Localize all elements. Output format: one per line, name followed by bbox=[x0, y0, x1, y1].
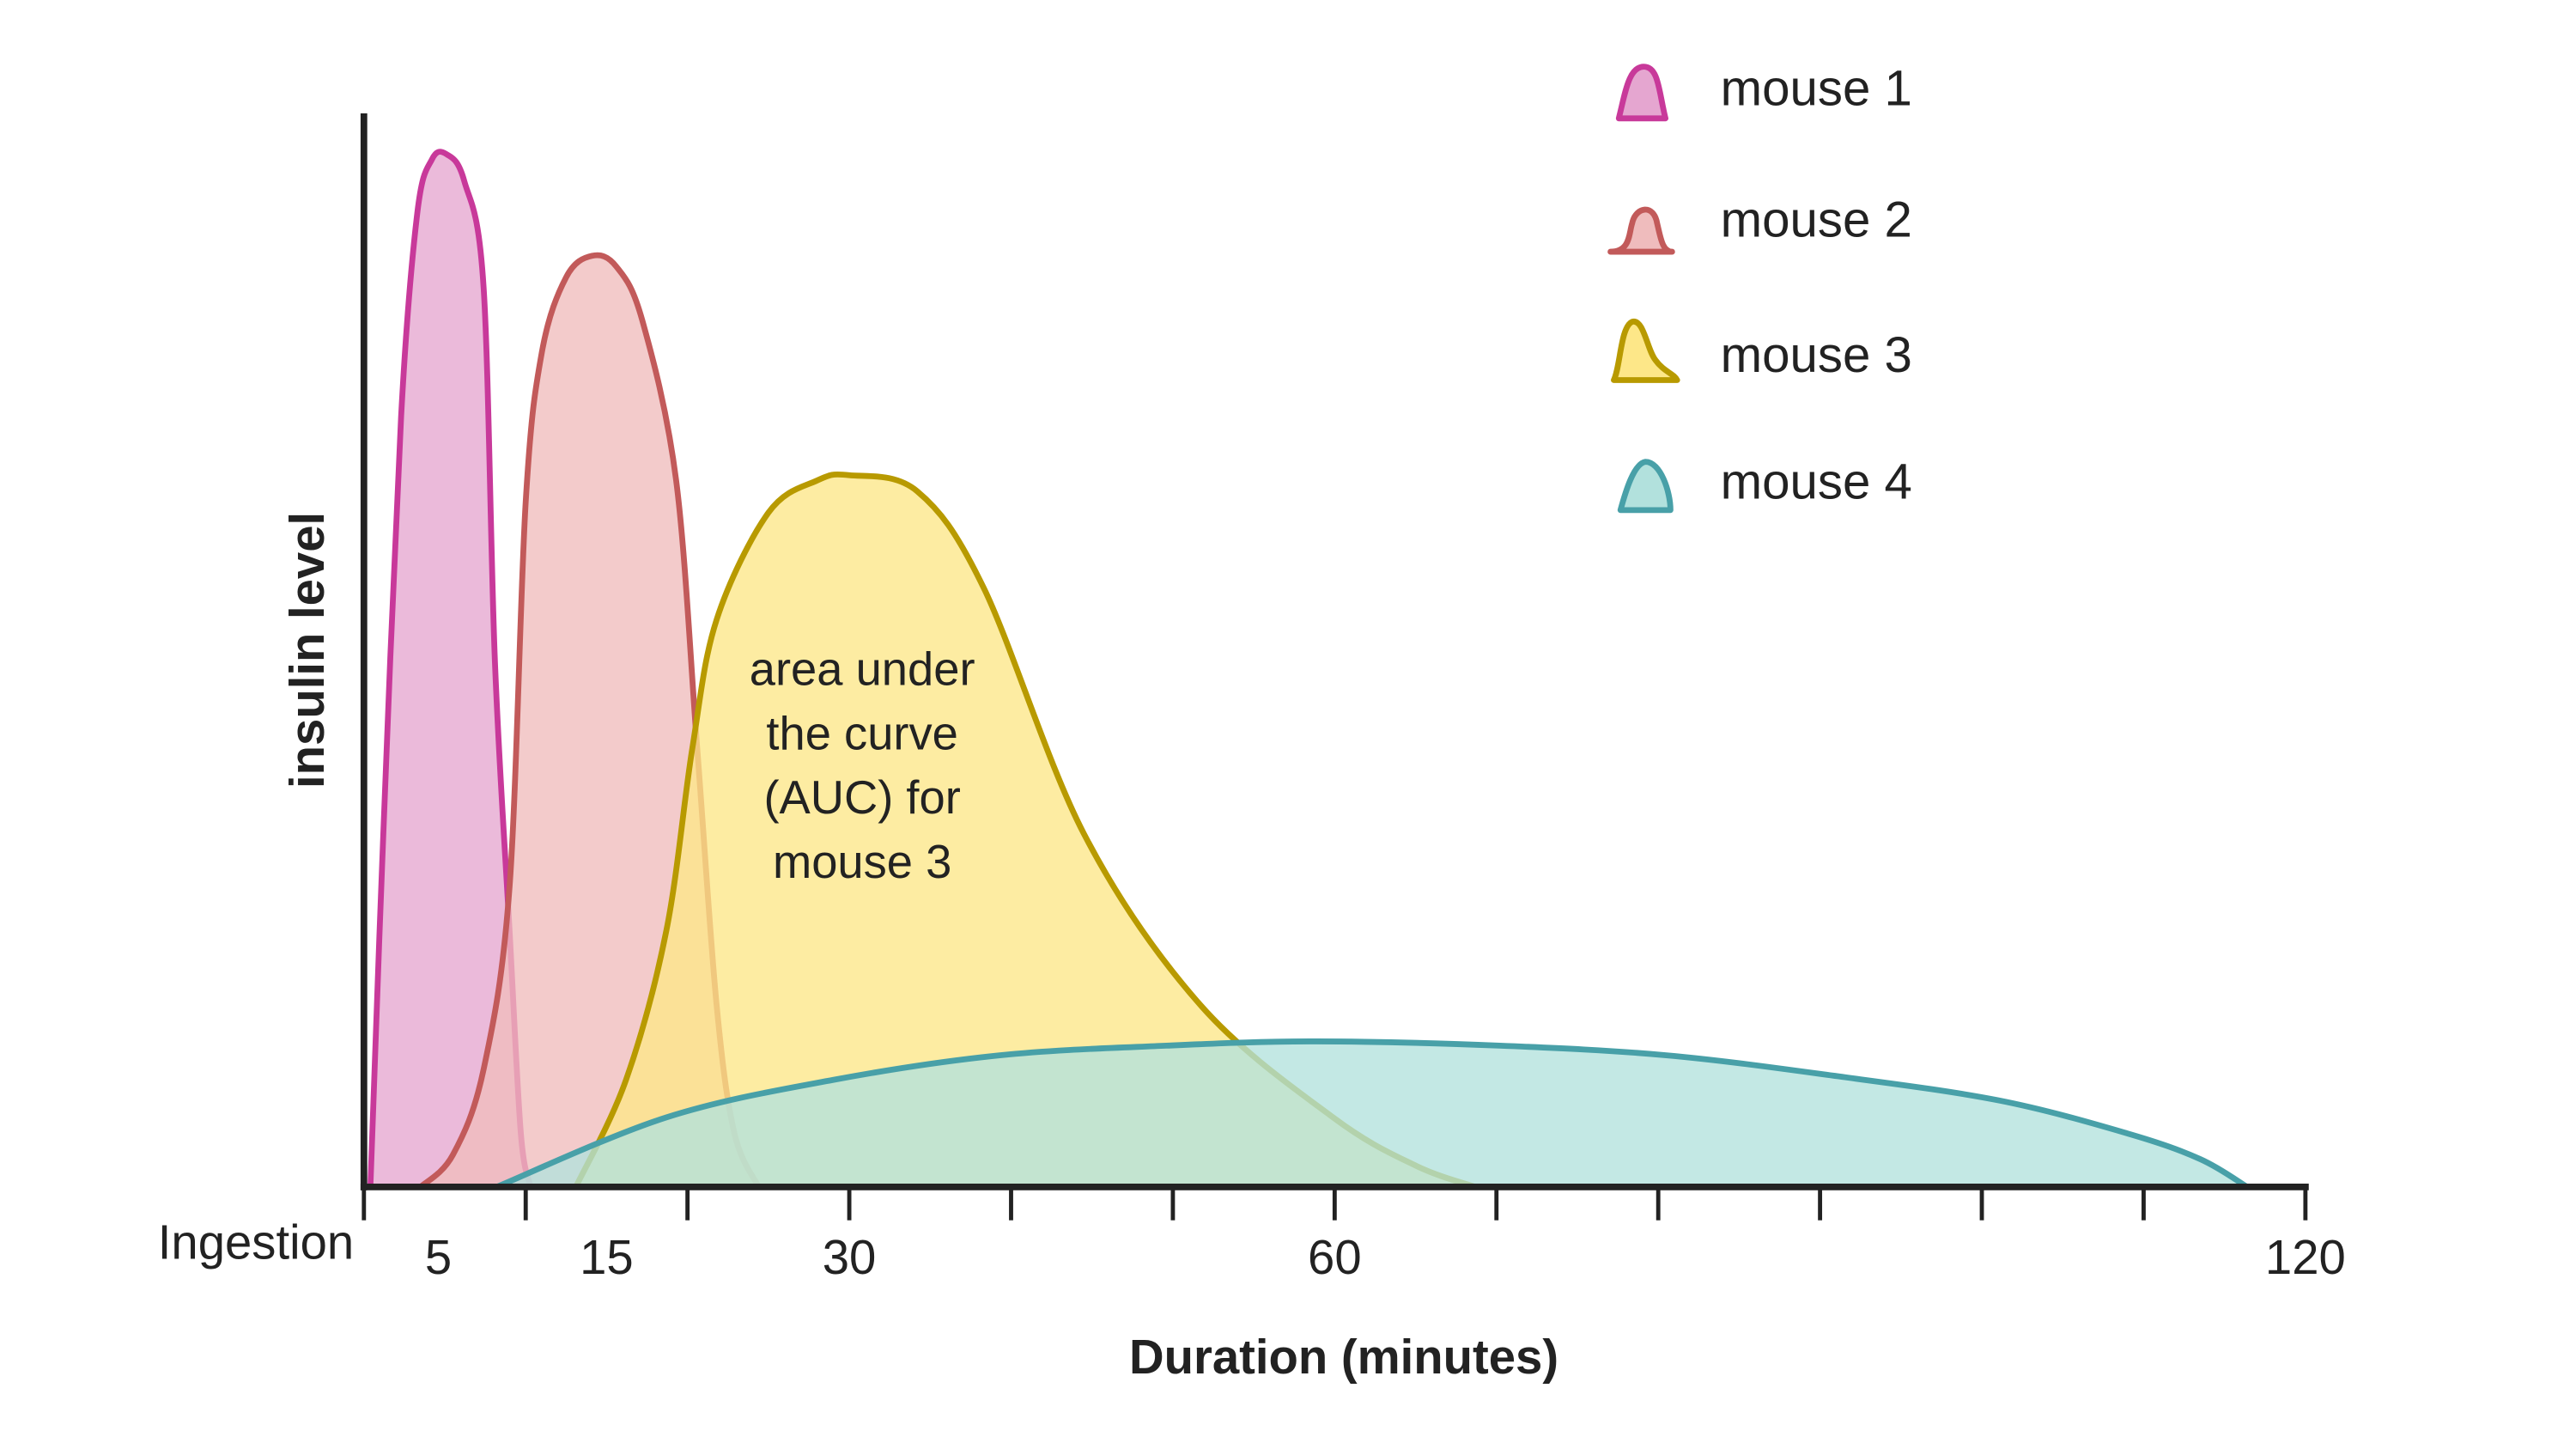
legend-label-mouse-3: mouse 3 bbox=[1721, 327, 1912, 383]
line-mouse-4 bbox=[493, 1038, 2251, 1190]
x-tick-label: 30 bbox=[823, 1230, 877, 1284]
area-mouse-4 bbox=[496, 1041, 2248, 1187]
x-tick-label: 120 bbox=[2265, 1230, 2346, 1284]
legend-icon-mouse-1 bbox=[1615, 64, 1668, 122]
x-ticks bbox=[361, 1186, 2308, 1221]
annotation-line: the curve bbox=[766, 707, 957, 759]
y-axis-title: insulin level bbox=[280, 512, 334, 789]
area-mouse-3 bbox=[575, 474, 1476, 1187]
annotation-line: (AUC) for bbox=[763, 771, 960, 824]
legend-icon-mouse-2 bbox=[1607, 206, 1675, 255]
x-tick-label: 60 bbox=[1308, 1230, 1362, 1284]
annotation-line: area under bbox=[750, 643, 975, 696]
legend-icon-mouse-3 bbox=[1611, 319, 1680, 383]
legend-label-mouse-2: mouse 2 bbox=[1721, 192, 1912, 248]
series-areas bbox=[367, 149, 2251, 1190]
annotation-line: mouse 3 bbox=[773, 836, 951, 888]
legend-icon-mouse-4 bbox=[1617, 459, 1674, 514]
auc-annotation: area under the curve (AUC) for mouse 3 bbox=[750, 643, 975, 888]
x-tick-labels: Ingestion 5 15 30 60 120 bbox=[158, 1215, 2346, 1283]
x-tick-label: Ingestion bbox=[158, 1215, 354, 1269]
legend: mouse 1 mouse 2 mouse 3 mouse 4 bbox=[1607, 60, 1912, 514]
area-mouse-1 bbox=[370, 151, 531, 1187]
x-axis-title: Duration (minutes) bbox=[1129, 1330, 1558, 1384]
x-tick-label: 15 bbox=[580, 1230, 634, 1284]
legend-label-mouse-4: mouse 4 bbox=[1721, 454, 1912, 509]
legend-label-mouse-1: mouse 1 bbox=[1721, 60, 1912, 116]
x-tick-label: 5 bbox=[425, 1230, 452, 1284]
